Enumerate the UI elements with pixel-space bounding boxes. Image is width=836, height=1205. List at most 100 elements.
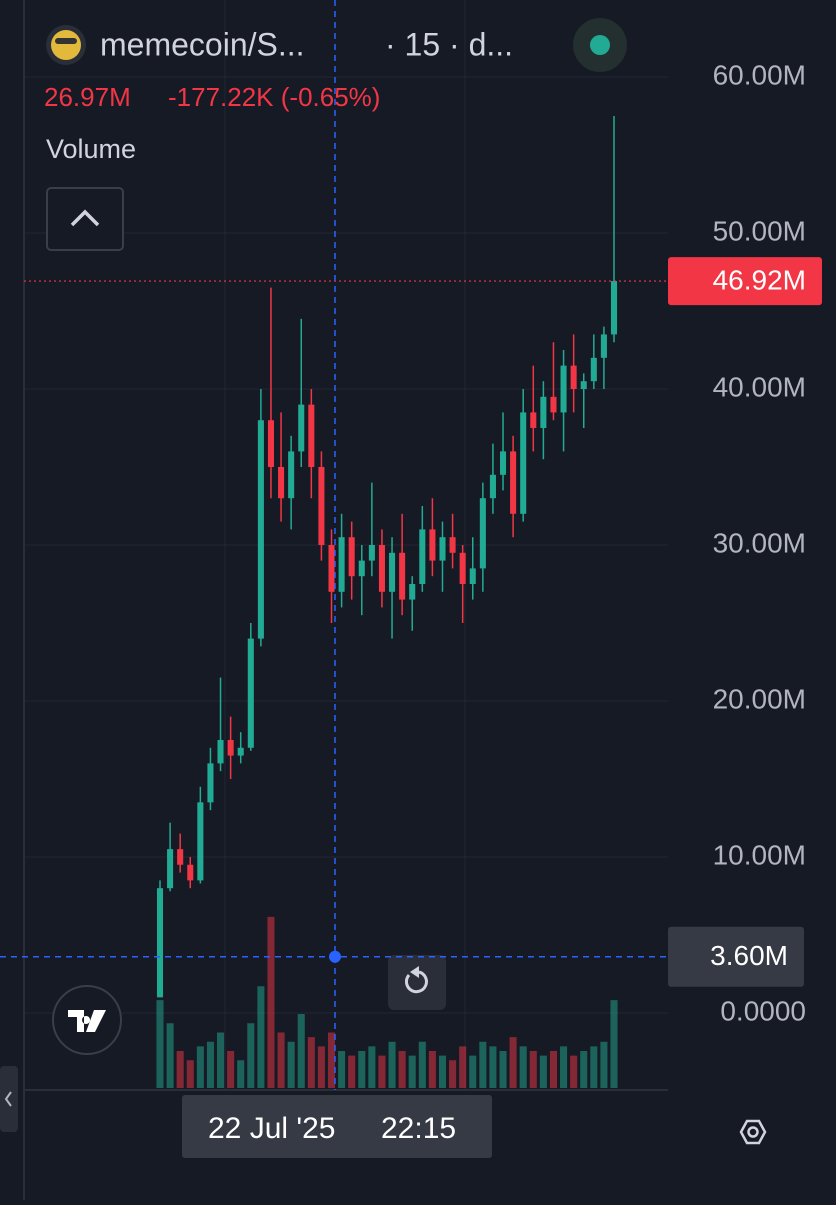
candle-body [187, 864, 194, 881]
candle-body [479, 498, 486, 569]
candle-body [510, 451, 517, 514]
plot-area [156, 116, 618, 1088]
candle-body [318, 467, 325, 545]
volume-bar [156, 1000, 164, 1088]
candle-body [227, 739, 234, 756]
candle-body [429, 529, 436, 561]
y-tick-label: 10.00M [713, 839, 806, 870]
volume-bar [227, 1051, 235, 1088]
candle-body [560, 365, 567, 413]
grid [24, 0, 668, 1090]
price-label: 26.97M [44, 82, 131, 112]
volume-bar [600, 1041, 608, 1088]
candle-body [469, 568, 476, 584]
volume-bar [237, 1060, 245, 1088]
tab-arrow [4, 1091, 12, 1107]
volume-bar [287, 1041, 295, 1088]
candle-body [499, 451, 507, 475]
candle-body [338, 537, 345, 592]
volume-bar [489, 1046, 497, 1088]
volume-bar [590, 1046, 598, 1088]
candle-body [570, 365, 577, 390]
candle-body [580, 381, 587, 390]
volume-bar [368, 1046, 376, 1088]
volume-bar [186, 1060, 194, 1088]
candle-body [348, 537, 355, 577]
candle-body [237, 747, 244, 756]
candle-body [600, 334, 607, 358]
volume-bar [277, 1032, 285, 1088]
volume-bar [166, 1023, 174, 1088]
volume-bar [469, 1055, 477, 1088]
reset-button[interactable] [388, 955, 446, 1010]
candle-body [590, 357, 597, 382]
status-dot [590, 35, 610, 55]
change-label: -177.22K (-0.65%) [168, 82, 380, 112]
volume-bar [247, 1023, 255, 1088]
candle-body [439, 537, 446, 561]
volume-bar [519, 1046, 527, 1088]
crosshair-price-label: 3.60M [710, 940, 788, 971]
symbol-logo-face [51, 30, 81, 60]
collapse-button[interactable] [46, 187, 124, 251]
volume-bar [580, 1051, 588, 1088]
volume-bar [176, 1051, 184, 1088]
y-tick-label: 30.00M [713, 527, 806, 558]
symbol-logo-glasses [55, 38, 77, 44]
volume-bar [307, 1037, 315, 1088]
crosshair-dot [329, 950, 341, 963]
volume-bar [438, 1055, 447, 1088]
overlay: 0.0000 10.00M 20.00M 30.00M 40.00M 50.00M 60.0… [0, 0, 822, 1158]
volume-bar [570, 1055, 578, 1088]
volume-bar [418, 1041, 426, 1088]
y-tick-label: 0.0000 [720, 995, 806, 1026]
candle-body [308, 404, 315, 468]
candle-body [267, 420, 275, 468]
candle-body [610, 281, 618, 335]
settings-button[interactable] [739, 1119, 767, 1145]
volume-bar [398, 1051, 406, 1088]
crosshair-time-tag [182, 1095, 492, 1158]
volume-bar [196, 1046, 204, 1088]
candle-body [409, 583, 416, 600]
candle-body [399, 552, 406, 600]
volume-bar [378, 1055, 386, 1088]
volume-bar [539, 1055, 547, 1088]
candle-body [540, 396, 547, 429]
volume-bar [358, 1051, 366, 1088]
candle-body [278, 467, 285, 499]
side-panel-tab[interactable] [0, 1066, 18, 1132]
candle-body [550, 396, 557, 413]
candle-body [298, 404, 305, 452]
crosshair-time-label: 22:15 [381, 1112, 456, 1145]
volume-bar [560, 1046, 568, 1088]
crosshair-price-tag [668, 926, 804, 987]
candle-body [257, 420, 264, 639]
candle-body [530, 412, 537, 429]
settings-icon-center [747, 1126, 759, 1138]
candle-body [358, 560, 365, 577]
candle-body [156, 888, 164, 998]
symbol-title[interactable]: memecoin/S... [100, 26, 305, 62]
volume-bar [338, 1051, 346, 1088]
reset-icon-arrow [410, 966, 419, 978]
candle-body [207, 763, 214, 803]
candle-body [489, 474, 496, 499]
volume-bar [549, 1051, 557, 1088]
volume-bar [459, 1046, 467, 1088]
crosshair-date-label: 22 Jul '25 [208, 1112, 336, 1145]
interval-label[interactable]: · 15 · d... [385, 26, 513, 62]
indicator-label[interactable]: Volume [46, 134, 136, 164]
last-price-label: 46.92M [713, 264, 806, 295]
candle-body [247, 638, 254, 748]
last-price-tag [668, 257, 822, 306]
candle-body [389, 552, 396, 592]
volume-bar [317, 1046, 325, 1088]
volume-bar [529, 1051, 537, 1088]
candle-body [197, 802, 204, 881]
candle-body [328, 545, 335, 592]
y-tick-label: 60.00M [713, 59, 806, 90]
volume-bar [348, 1055, 356, 1088]
